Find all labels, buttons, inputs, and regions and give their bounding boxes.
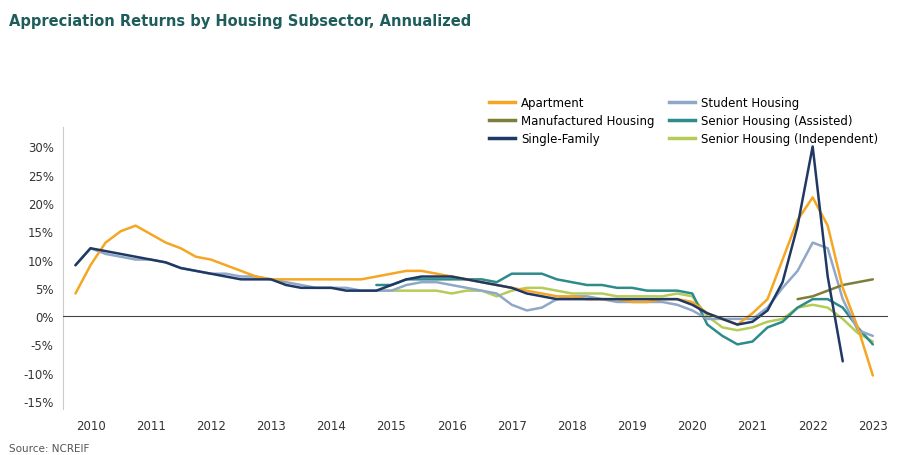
Text: Appreciation Returns by Housing Subsector, Annualized: Appreciation Returns by Housing Subsecto… — [9, 14, 471, 29]
Legend: Apartment, Manufactured Housing, Single-Family, Student Housing, Senior Housing : Apartment, Manufactured Housing, Single-… — [489, 96, 878, 146]
Text: Source: NCREIF: Source: NCREIF — [9, 443, 90, 453]
